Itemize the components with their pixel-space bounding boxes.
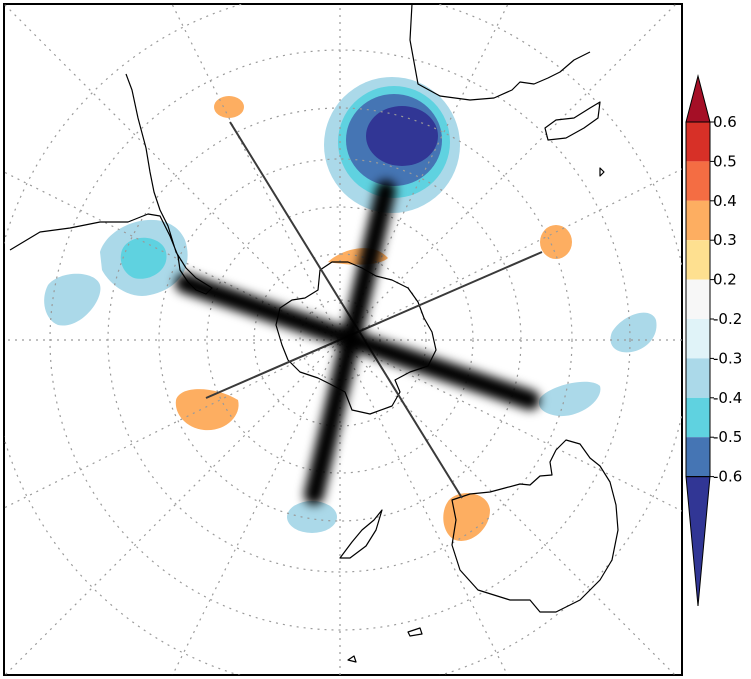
thin-line-nw-se (229, 121, 463, 499)
contour-pos-north (214, 96, 244, 118)
contour-neg-west-mid (120, 237, 167, 279)
colorbar-tick-label: -0.6 (713, 468, 742, 486)
colorbar-segment (686, 437, 710, 477)
coast-new-zealand (339, 509, 383, 559)
colorbar-segment (686, 397, 710, 438)
thick-line-horizontal (175, 273, 540, 410)
colorbar-segment (686, 122, 710, 162)
thin-axis-lines (205, 121, 543, 499)
colorbar-tick-label: 0.3 (713, 231, 737, 249)
colorbar-tick-label: -0.5 (713, 428, 742, 446)
colorbar-segment (686, 240, 710, 280)
polar-grid (4, 4, 682, 675)
colorbar-segment (686, 358, 710, 398)
contour-neg-south (287, 501, 337, 533)
colorbar-segment (686, 279, 710, 319)
contour-neg-top-max (366, 106, 438, 166)
coast-small-island (407, 627, 423, 637)
colorbar-tick-label: 0.6 (713, 113, 737, 131)
coast-australia (451, 439, 619, 613)
colorbar-tick-label: 0.2 (713, 271, 737, 289)
colorbar-arrow-top (685, 74, 711, 123)
colorbar-arrow-bottom (685, 476, 711, 607)
colorbar-segment (686, 319, 710, 359)
contour-neg-southeast (538, 381, 601, 417)
contour-neg-east (610, 312, 657, 353)
contour-pos-northeast (540, 225, 572, 259)
colorbar-tick-label: -0.2 (713, 310, 742, 328)
colorbar-tick-label: -0.3 (713, 349, 742, 367)
colorbar: 0.6 0.5 0.4 0.3 0.2 -0.2 -0.3 -0.4 -0.5 -0.6 (685, 74, 742, 607)
colorbar-tick-label: 0.4 (713, 192, 737, 210)
colorbar-segment (686, 161, 710, 201)
coast-africa (409, 4, 591, 101)
thick-axis-lines (175, 180, 540, 505)
colorbar-tick-label: -0.4 (713, 389, 742, 407)
thin-line-sw-ne (205, 251, 543, 399)
coast-small-island-3 (599, 167, 605, 177)
colorbar-outline (685, 121, 711, 478)
anomaly-contours (44, 77, 657, 541)
colorbar-tick-label: 0.5 (713, 152, 737, 170)
contour-neg-west-tail (44, 273, 101, 326)
coast-madagascar (544, 101, 601, 141)
map-area (4, 4, 682, 675)
colorbar-segment (686, 200, 710, 241)
coast-small-island-2 (347, 655, 357, 663)
contour-pos-west (175, 389, 239, 431)
